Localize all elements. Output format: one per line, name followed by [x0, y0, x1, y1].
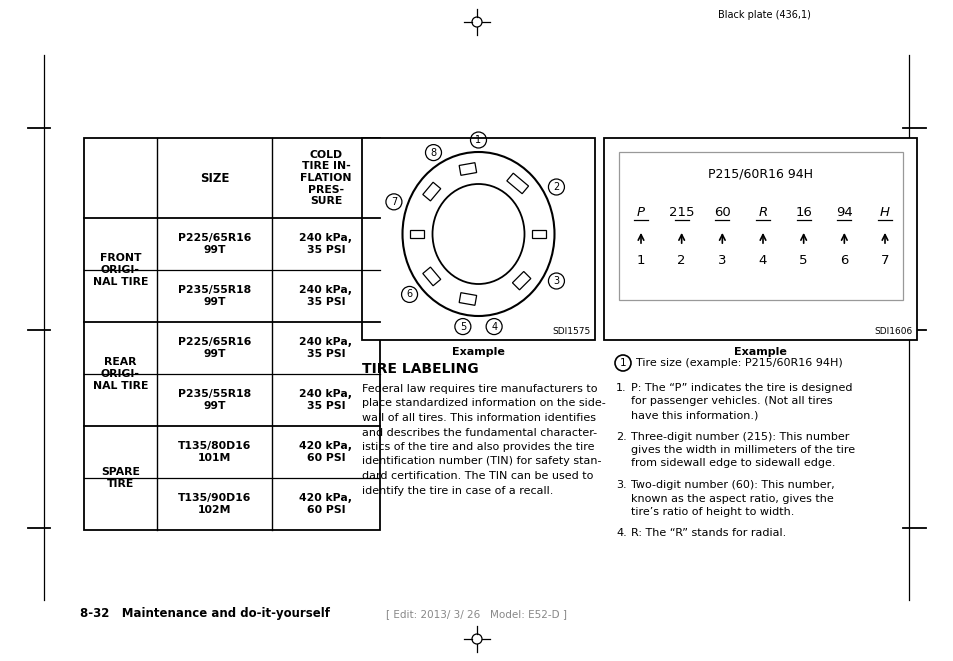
Bar — [603, 138, 916, 340]
Text: dard certification. The TIN can be used to: dard certification. The TIN can be used … — [361, 471, 593, 481]
Text: 16: 16 — [795, 206, 811, 219]
Text: 5: 5 — [799, 254, 807, 266]
Text: 2.: 2. — [616, 432, 626, 442]
Bar — [506, 173, 528, 194]
Bar — [458, 163, 476, 175]
Text: SIZE: SIZE — [199, 171, 229, 184]
Text: identify the tire in case of a recall.: identify the tire in case of a recall. — [361, 485, 553, 496]
Text: tire’s ratio of height to width.: tire’s ratio of height to width. — [630, 507, 794, 517]
Text: REAR
ORIGI-
NAL TIRE: REAR ORIGI- NAL TIRE — [92, 358, 148, 391]
Ellipse shape — [432, 184, 524, 284]
Text: 420 kPa,
60 PSI: 420 kPa, 60 PSI — [299, 441, 352, 463]
Text: 4: 4 — [491, 321, 497, 332]
Text: P: The “P” indicates the tire is designed: P: The “P” indicates the tire is designe… — [630, 383, 852, 393]
Text: [ Edit: 2013/ 3/ 26   Model: E52-D ]: [ Edit: 2013/ 3/ 26 Model: E52-D ] — [386, 609, 567, 619]
Text: 8: 8 — [430, 147, 436, 157]
Text: Example: Example — [733, 347, 786, 357]
Text: TIRE LABELING: TIRE LABELING — [361, 362, 478, 376]
Text: 4.: 4. — [616, 529, 626, 539]
Text: 420 kPa,
60 PSI: 420 kPa, 60 PSI — [299, 493, 352, 515]
Text: FRONT
ORIGI-
NAL TIRE: FRONT ORIGI- NAL TIRE — [92, 253, 148, 287]
Bar — [532, 230, 546, 238]
Bar — [458, 293, 476, 305]
Text: T135/80D16
101M: T135/80D16 101M — [177, 441, 251, 463]
Text: 60: 60 — [713, 206, 730, 219]
Text: P235/55R18
99T: P235/55R18 99T — [178, 285, 251, 307]
Text: istics of the tire and also provides the tire: istics of the tire and also provides the… — [361, 442, 594, 452]
Ellipse shape — [402, 152, 554, 316]
Text: Tire size (example: P215/60R16 94H): Tire size (example: P215/60R16 94H) — [636, 358, 841, 368]
Bar — [361, 138, 595, 340]
Text: Example: Example — [452, 347, 504, 357]
Text: for passenger vehicles. (Not all tires: for passenger vehicles. (Not all tires — [630, 397, 832, 407]
Text: 240 kPa,
35 PSI: 240 kPa, 35 PSI — [299, 285, 352, 307]
Text: gives the width in millimeters of the tire: gives the width in millimeters of the ti… — [630, 445, 854, 455]
Text: T135/90D16
102M: T135/90D16 102M — [177, 493, 251, 515]
Text: 6: 6 — [840, 254, 847, 266]
Text: 2: 2 — [553, 182, 559, 192]
Text: 240 kPa,
35 PSI: 240 kPa, 35 PSI — [299, 233, 352, 254]
Bar — [410, 230, 424, 238]
Text: 7: 7 — [880, 254, 888, 266]
Text: P: P — [637, 206, 644, 219]
Text: P225/65R16
99T: P225/65R16 99T — [177, 233, 251, 254]
Text: 240 kPa,
35 PSI: 240 kPa, 35 PSI — [299, 389, 352, 410]
Text: SDI1606: SDI1606 — [874, 327, 912, 336]
Text: Two-digit number (60): This number,: Two-digit number (60): This number, — [630, 480, 834, 490]
Text: 3: 3 — [718, 254, 726, 266]
Text: 3.: 3. — [616, 480, 626, 490]
Text: COLD
TIRE IN-
FLATION
PRES-
SURE: COLD TIRE IN- FLATION PRES- SURE — [300, 150, 352, 206]
Text: P215/60R16 94H: P215/60R16 94H — [708, 167, 813, 180]
Text: 1.: 1. — [616, 383, 626, 393]
Text: 4: 4 — [758, 254, 766, 266]
Text: SPARE
TIRE: SPARE TIRE — [101, 467, 140, 488]
Text: 2: 2 — [677, 254, 685, 266]
Text: 1: 1 — [619, 358, 626, 368]
Text: place standardized information on the side-: place standardized information on the si… — [361, 399, 605, 408]
Text: SDI1575: SDI1575 — [552, 327, 590, 336]
Text: wall of all tires. This information identifies: wall of all tires. This information iden… — [361, 413, 596, 423]
Text: 7: 7 — [391, 197, 396, 207]
Text: 215: 215 — [668, 206, 694, 219]
Text: from sidewall edge to sidewall edge.: from sidewall edge to sidewall edge. — [630, 459, 835, 469]
Text: 94: 94 — [835, 206, 852, 219]
Text: Black plate (436,1): Black plate (436,1) — [718, 10, 810, 20]
Bar — [512, 272, 530, 290]
Text: 3: 3 — [553, 276, 558, 286]
Text: H: H — [879, 206, 889, 219]
Text: R: The “R” stands for radial.: R: The “R” stands for radial. — [630, 529, 785, 539]
Text: Three-digit number (215): This number: Three-digit number (215): This number — [630, 432, 848, 442]
Text: P235/55R18
99T: P235/55R18 99T — [178, 389, 251, 410]
Text: 5: 5 — [459, 321, 465, 332]
Text: 1: 1 — [636, 254, 644, 266]
Text: and describes the fundamental character-: and describes the fundamental character- — [361, 428, 597, 438]
Bar — [422, 267, 440, 286]
Text: have this information.): have this information.) — [630, 410, 758, 420]
Text: 6: 6 — [406, 290, 413, 299]
Text: 1: 1 — [475, 135, 481, 145]
Bar — [618, 152, 902, 300]
Text: identification number (TIN) for safety stan-: identification number (TIN) for safety s… — [361, 457, 601, 467]
Text: 240 kPa,
35 PSI: 240 kPa, 35 PSI — [299, 337, 352, 359]
Bar — [422, 182, 440, 201]
Text: known as the aspect ratio, gives the: known as the aspect ratio, gives the — [630, 494, 833, 504]
Text: 8-32   Maintenance and do-it-yourself: 8-32 Maintenance and do-it-yourself — [80, 607, 330, 621]
Text: R: R — [758, 206, 767, 219]
Text: P225/65R16
99T: P225/65R16 99T — [177, 337, 251, 359]
Text: Federal law requires tire manufacturers to: Federal law requires tire manufacturers … — [361, 384, 597, 394]
Bar — [84, 138, 379, 530]
